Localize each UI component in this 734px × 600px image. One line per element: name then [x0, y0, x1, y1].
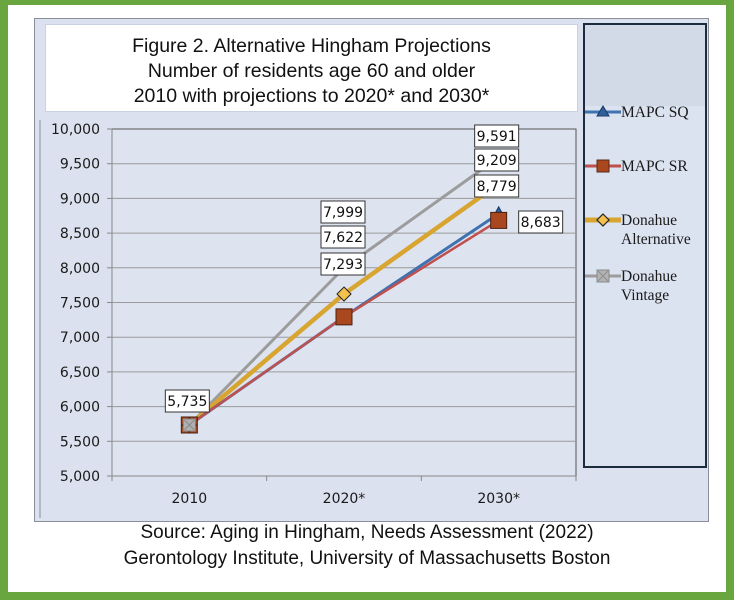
source-line-1: Source: Aging in Hingham, Needs Assessme… [140, 522, 594, 543]
legend-label: MAPC SQ [621, 104, 689, 121]
data-label-text: 9,591 [477, 129, 517, 145]
source-line-2: Gerontology Institute, University of Mas… [123, 548, 611, 569]
legend-label: Donahue [621, 268, 677, 285]
chart-title: Figure 2. Alternative Hingham Projection… [132, 35, 491, 57]
legend-label: Donahue [621, 212, 677, 229]
y-tick-label: 10,000 [51, 122, 100, 138]
y-tick-label: 6,500 [60, 365, 100, 381]
data-label: 8,683 [518, 210, 564, 234]
legend-label: Alternative [621, 231, 691, 248]
chart-title-box: Figure 2. Alternative Hingham Projection… [45, 24, 578, 112]
y-tick-label: 8,000 [60, 261, 100, 277]
legend-label: MAPC SR [621, 158, 688, 175]
data-label-box [320, 225, 366, 249]
y-tick-label: 9,500 [60, 157, 100, 173]
y-tick-label: 7,000 [60, 330, 100, 346]
data-label-text: 7,293 [323, 257, 363, 273]
data-label: 7,999 [320, 200, 366, 224]
data-label-text: 7,622 [323, 230, 363, 246]
x-square-marker-icon [585, 269, 621, 283]
data-point-square [335, 308, 353, 326]
y-tick-label: 5,000 [60, 469, 100, 485]
data-label: 9,209 [474, 148, 520, 172]
y-tick-label: 6,000 [60, 400, 100, 416]
data-label: 8,779 [474, 174, 520, 198]
y-tick-label: 7,500 [60, 296, 100, 312]
diamond-marker-icon [585, 213, 621, 227]
data-label: 5,735 [164, 389, 210, 413]
chart-subtitle-2: 2010 with projections to 2020* and 2030* [133, 85, 490, 107]
data-label-text: 7,999 [323, 205, 363, 221]
data-label-box [474, 148, 520, 172]
y-tick-label: 9,000 [60, 191, 100, 207]
data-label-box [320, 200, 366, 224]
legend: MAPC SQ MAPC SR Donahue Alternative Dona… [583, 23, 707, 468]
legend-header-area [585, 25, 705, 106]
x-tick-label: 2030* [477, 491, 520, 507]
data-label-text: 8,779 [477, 179, 517, 195]
y-tick-label: 8,500 [60, 226, 100, 242]
square-marker-icon [585, 159, 621, 173]
data-label-text: 5,735 [167, 394, 207, 410]
y-tick-label: 5,500 [60, 434, 100, 450]
data-label-text: 9,209 [477, 153, 517, 169]
data-label-box [320, 252, 366, 276]
x-tick-label: 2020* [323, 491, 366, 507]
data-label: 7,293 [320, 252, 366, 276]
data-label-text: 8,683 [521, 215, 561, 231]
data-point-square [490, 211, 508, 229]
data-point-diamond [336, 286, 352, 302]
data-label-box [474, 174, 520, 198]
data-label-box [164, 389, 210, 413]
chart-subtitle-1: Number of residents age 60 and older [147, 60, 476, 82]
data-point-x-mark [183, 419, 195, 431]
data-label: 9,591 [474, 124, 520, 148]
legend-label: Vintage [621, 287, 670, 304]
x-tick-label: 2010 [172, 491, 208, 507]
data-label-box [518, 210, 564, 234]
triangle-marker-icon [585, 105, 621, 117]
data-label: 7,622 [320, 225, 366, 249]
data-label-box [474, 124, 520, 148]
